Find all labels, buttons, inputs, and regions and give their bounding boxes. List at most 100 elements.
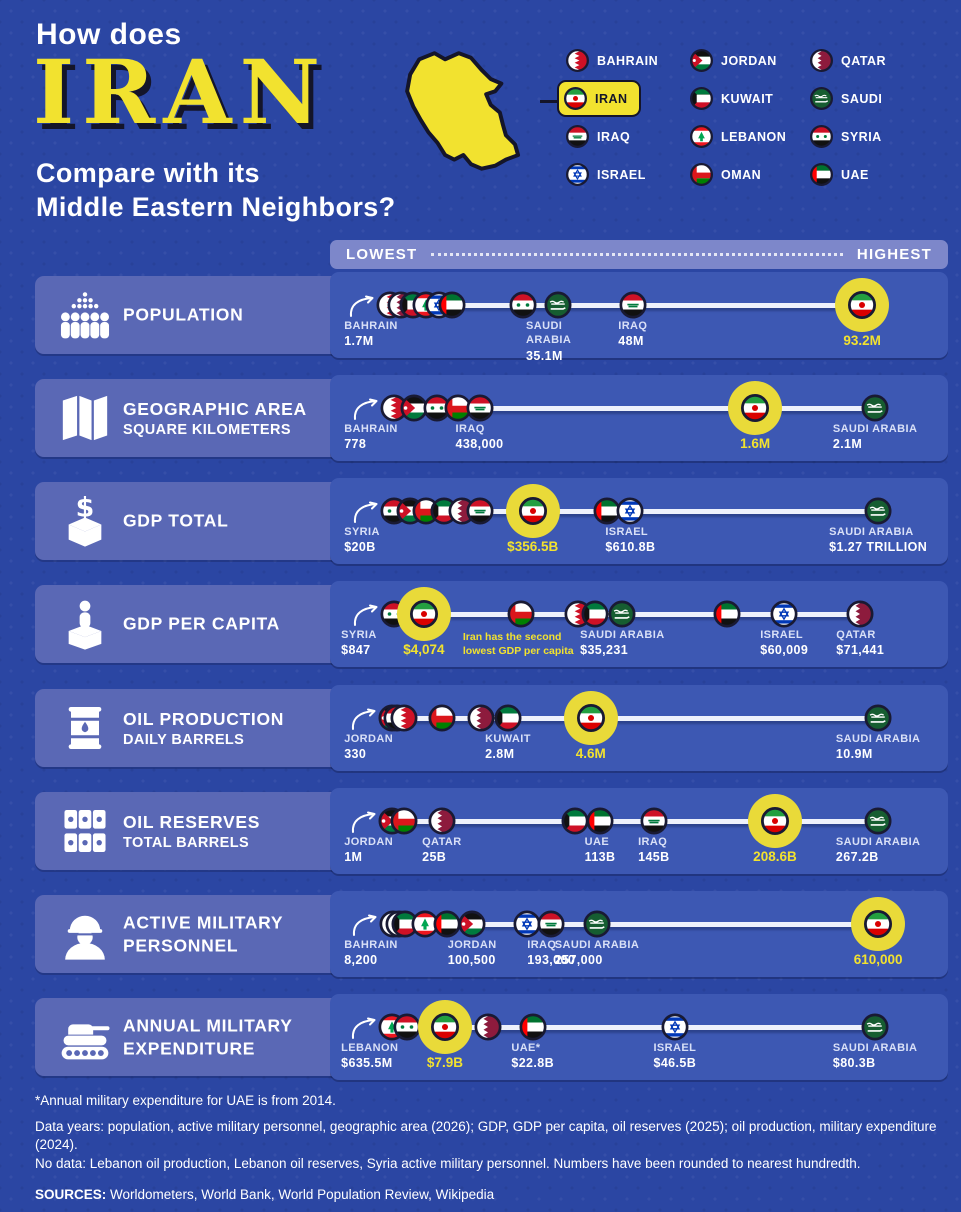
point-value: 193,000 bbox=[527, 953, 576, 968]
flag-point-jordan bbox=[396, 497, 424, 525]
geographic-area-title-block: GEOGRAPHIC AREA SQUARE KILOMETERS bbox=[123, 398, 307, 438]
metric-row-military-expenditure: ANNUAL MILITARY EXPENDITURE LEBANON $635.… bbox=[0, 994, 961, 1080]
point-label-uae: UAE 113B bbox=[585, 835, 616, 866]
iran-value: $356.5B bbox=[507, 539, 559, 554]
flag-jordan-icon bbox=[690, 49, 713, 72]
metric-row-oil-reserves: OIL RESERVES TOTAL BARRELS JORDAN 1M QATAR… bbox=[0, 788, 961, 874]
metric-row-population: POPULATION BAHRAIN 1.7M SAUDI ARABIA 35.1M I… bbox=[0, 272, 961, 363]
point-country-name: SAUDI ARABIA bbox=[832, 423, 918, 435]
legend-item-jordan: JORDAN bbox=[690, 47, 810, 74]
flag-point-oman bbox=[507, 600, 535, 628]
oil-production-chart-panel: JORDAN 330 KUWAIT 2.8M 4.6M SAUDI ARABIA 10.9M bbox=[330, 685, 948, 771]
metric-row-geographic-area: GEOGRAPHIC AREA SQUARE KILOMETERS BAHRAI… bbox=[0, 375, 961, 461]
point-label-bahrain: BAHRAIN 778 bbox=[344, 422, 398, 453]
point-country-name: BAHRAIN bbox=[344, 320, 398, 332]
pointer-arrow-icon bbox=[350, 1017, 380, 1040]
flag-israel-icon bbox=[616, 497, 644, 525]
metric-title: ANNUAL MILITARY EXPENDITURE bbox=[123, 1015, 293, 1058]
scale-line bbox=[393, 922, 879, 927]
flag-uae-icon bbox=[433, 910, 461, 938]
flag-point-jordan bbox=[458, 910, 486, 938]
point-value: 267.2B bbox=[835, 850, 879, 865]
legend-item-iran: IRAN bbox=[557, 80, 641, 117]
scale-line bbox=[391, 1025, 876, 1030]
point-country-name: UAE* bbox=[511, 1042, 541, 1054]
point-country-name: LEBANON bbox=[341, 1042, 399, 1054]
point-country-name: JORDAN bbox=[447, 939, 497, 951]
point-country-name: BAHRAIN bbox=[344, 939, 398, 951]
soldier-icon bbox=[57, 906, 113, 962]
flag-point-oman bbox=[428, 704, 456, 732]
flag-point-lebanon bbox=[411, 910, 439, 938]
point-label-iraq: IRAQ 193,000 bbox=[527, 938, 575, 969]
metric-title: ACTIVE MILITARY PERSONNEL bbox=[123, 912, 284, 955]
sources-label: SOURCES: bbox=[35, 1187, 107, 1203]
flag-point-qatar bbox=[467, 704, 495, 732]
point-country-name: SYRIA bbox=[341, 629, 377, 641]
flag-saudi-icon bbox=[583, 910, 611, 938]
oil-reserves-title-block: OIL RESERVES TOTAL BARRELS bbox=[123, 811, 260, 851]
flag-point-israel bbox=[616, 497, 644, 525]
metric-title: OIL PRODUCTION bbox=[123, 709, 285, 730]
legend-label-oman: OMAN bbox=[721, 167, 762, 182]
pointer-arrow-icon bbox=[348, 295, 378, 318]
flag-oman-icon bbox=[390, 807, 418, 835]
point-country-name: KUWAIT bbox=[485, 733, 531, 745]
legend-label-lebanon: LEBANON bbox=[721, 129, 787, 144]
flag-iran-icon bbox=[760, 807, 789, 835]
point-value: $22.8B bbox=[511, 1056, 555, 1071]
flag-kuwait-icon bbox=[494, 704, 522, 732]
flag-uae-icon bbox=[713, 600, 741, 628]
point-label-iraq: IRAQ 145B bbox=[638, 835, 669, 866]
flag-iran-icon bbox=[848, 291, 877, 319]
legend-label-kuwait: KUWAIT bbox=[721, 91, 774, 106]
scale-bar: LOWEST HIGHEST bbox=[330, 240, 948, 269]
flag-point-uae bbox=[519, 1013, 547, 1041]
point-value: $610.8B bbox=[605, 540, 656, 555]
iran-highlight-point bbox=[505, 484, 560, 538]
point-value: 257,000 bbox=[554, 953, 603, 968]
point-country-name: IRAQ bbox=[527, 939, 557, 951]
flag-iraq-icon bbox=[619, 291, 647, 319]
point-country-name: UAE bbox=[584, 836, 610, 848]
footnote-no-data: No data: Lebanon oil production, Lebanon… bbox=[35, 1156, 861, 1172]
legend-item-qatar: QATAR bbox=[810, 47, 918, 74]
flag-iran-icon bbox=[409, 600, 438, 628]
flag-point-iraq bbox=[466, 497, 494, 525]
legend-item-uae: UAE bbox=[810, 161, 918, 188]
flag-saudi-icon bbox=[608, 600, 636, 628]
scale-line bbox=[391, 819, 879, 824]
flag-syria-icon bbox=[509, 291, 537, 319]
point-label-israel: ISRAEL $60,009 bbox=[760, 628, 808, 659]
metric-subtitle: SQUARE KILOMETERS bbox=[123, 421, 291, 438]
point-label-jordan: JORDAN 100,500 bbox=[448, 938, 497, 969]
flag-saudi-icon bbox=[810, 87, 833, 110]
point-value: 145B bbox=[638, 850, 670, 865]
point-label-iraq: IRAQ 438,000 bbox=[456, 422, 504, 453]
iran-value: 1.6M bbox=[740, 436, 771, 451]
map-connector-line bbox=[540, 100, 572, 103]
point-value: 1M bbox=[344, 850, 363, 865]
point-value: 1.7M bbox=[344, 334, 374, 349]
flag-point-saudi bbox=[861, 394, 889, 422]
legend-label-saudi: SAUDI bbox=[841, 91, 883, 106]
legend-item-lebanon: LEBANON bbox=[690, 123, 810, 150]
legend-label-israel: ISRAEL bbox=[597, 167, 646, 182]
flag-point-saudi bbox=[544, 291, 572, 319]
flag-iran-icon bbox=[864, 910, 893, 938]
flag-qatar-icon bbox=[474, 1013, 502, 1041]
flag-qatar-icon bbox=[428, 807, 456, 835]
flag-iran-icon bbox=[576, 704, 605, 732]
oil-production-title-block: OIL PRODUCTION DAILY BARRELS bbox=[123, 708, 284, 748]
point-value: 35.1M bbox=[526, 348, 563, 363]
point-value: $20B bbox=[344, 540, 376, 555]
flag-kuwait-icon bbox=[581, 600, 608, 628]
flag-uae-icon bbox=[810, 163, 833, 186]
flag-uae-icon bbox=[519, 1013, 547, 1041]
flag-jordan-icon bbox=[396, 497, 424, 525]
flag-oman-icon bbox=[428, 704, 456, 732]
flag-kuwait-icon bbox=[690, 87, 713, 110]
point-label-qatar: QATAR 25B bbox=[422, 835, 461, 866]
point-label-saudi: SAUDI ARABIA 267.2B bbox=[836, 835, 920, 866]
flag-lebanon-icon bbox=[690, 125, 713, 148]
